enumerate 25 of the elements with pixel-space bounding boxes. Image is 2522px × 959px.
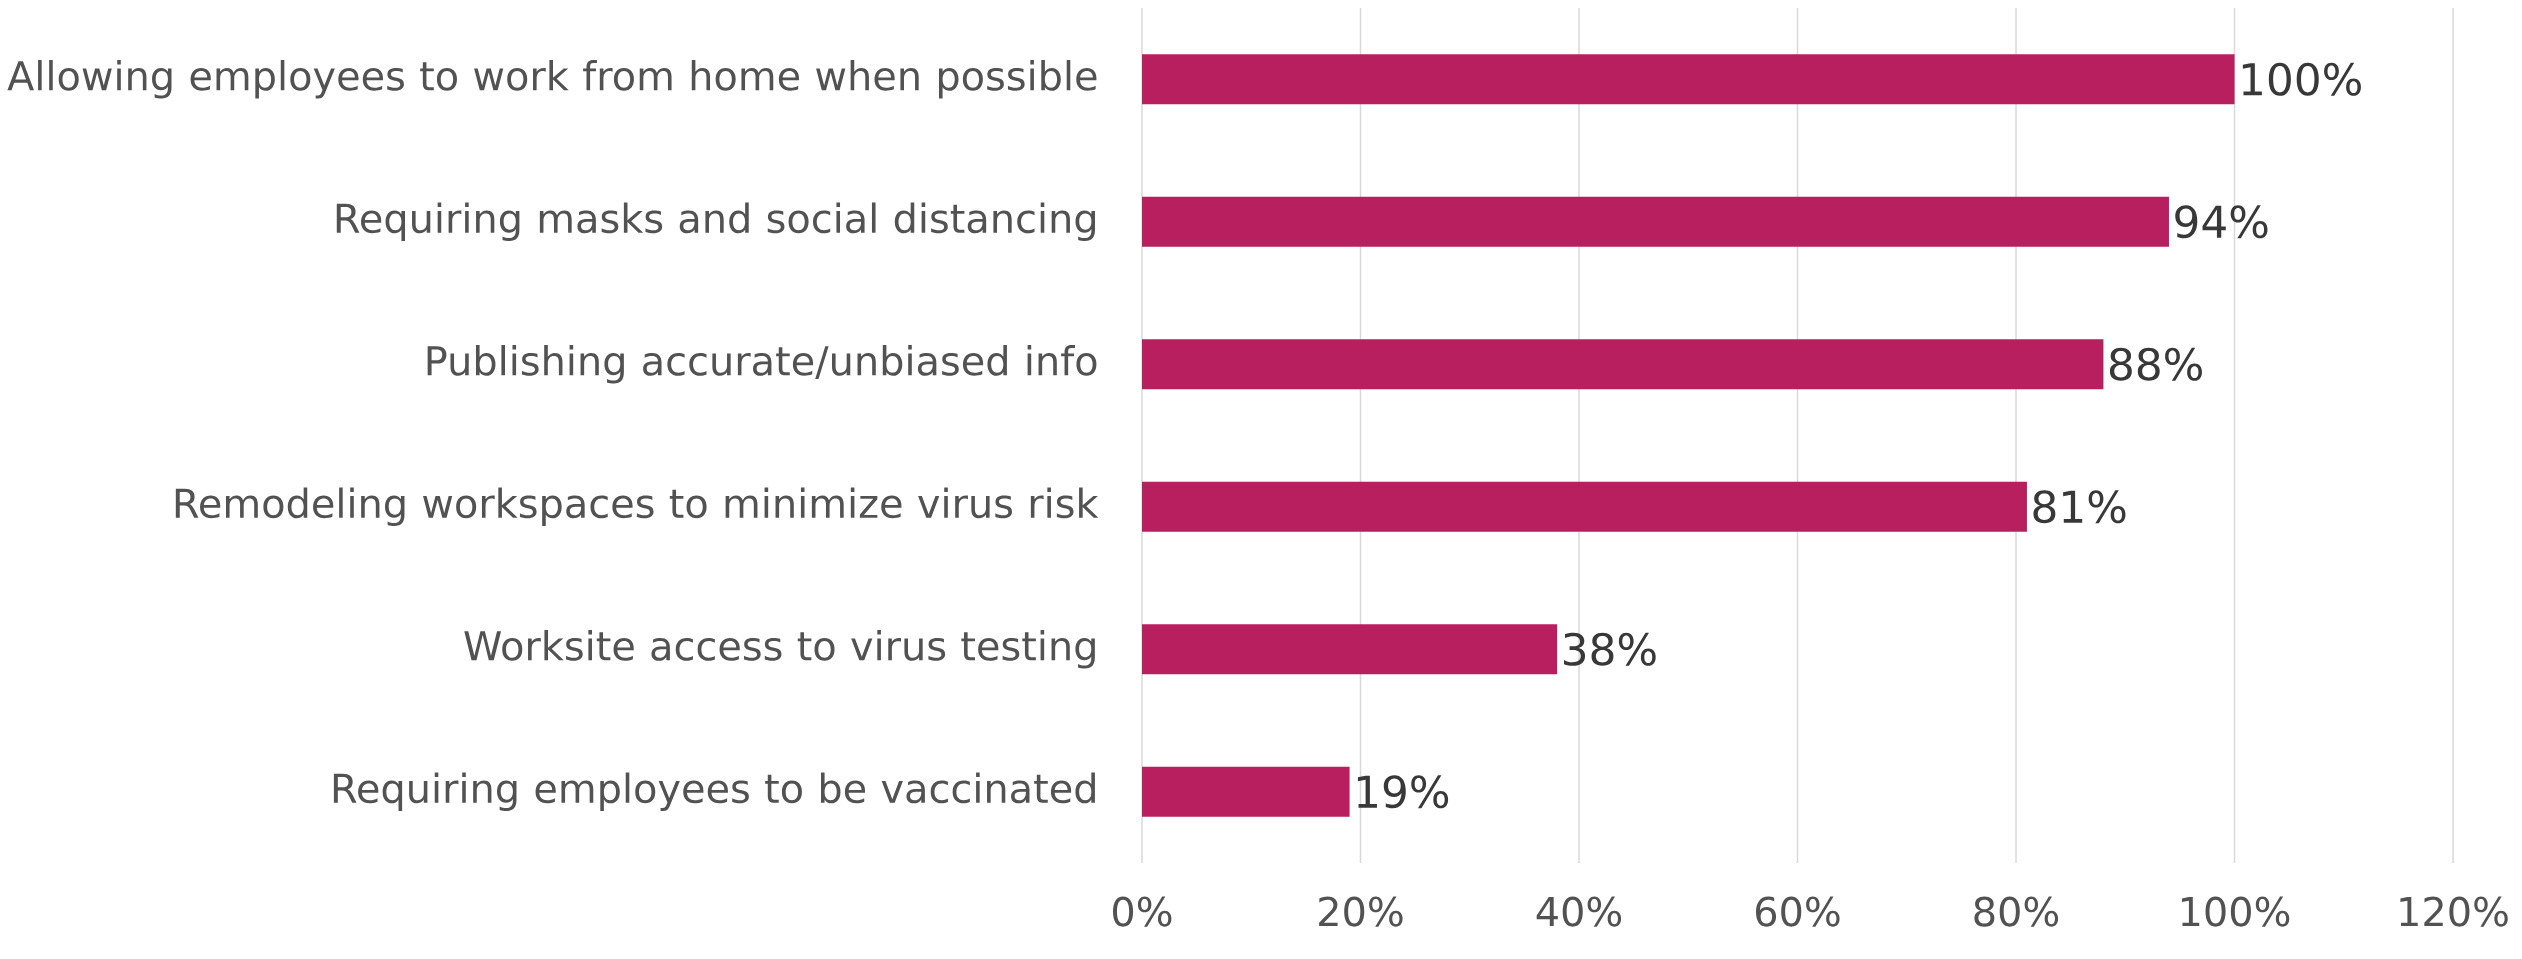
y-tick-label: Publishing accurate/unbiased info (427, 344, 1097, 384)
bar (1142, 624, 1558, 675)
y-tick-label: Worksite access to virus testing (464, 629, 1095, 669)
data-label: 81% (2033, 490, 2126, 524)
data-label: 19% (1357, 775, 1449, 809)
x-tick-label: 40% (1536, 896, 1622, 927)
x-tick-label: 20% (1319, 896, 1403, 927)
x-tick-label: 120% (2400, 896, 2508, 927)
bar (1142, 196, 2169, 247)
data-label: 38% (1564, 632, 1656, 666)
bar (1142, 766, 1350, 817)
data-label: 100% (2242, 62, 2361, 96)
y-tick-label: Remodeling workspaces to minimize virus risk (175, 487, 1099, 527)
bar (1142, 481, 2027, 532)
bar (1142, 54, 2235, 105)
bar (1142, 339, 2104, 390)
x-tick-label: 60% (1756, 896, 1840, 927)
y-tick-label: Allowing employees to work from home when possible (7, 59, 1097, 99)
x-tick-label: 100% (2181, 896, 2290, 927)
data-label: 94% (2175, 205, 2268, 239)
y-tick-label: Requiring employees to be vaccinated (333, 772, 1095, 812)
y-tick-label: Requiring masks and social distancing (336, 202, 1095, 242)
data-label: 88% (2109, 347, 2202, 381)
x-tick-label: 80% (1974, 896, 2059, 927)
x-tick-label: 0% (1113, 896, 1172, 927)
